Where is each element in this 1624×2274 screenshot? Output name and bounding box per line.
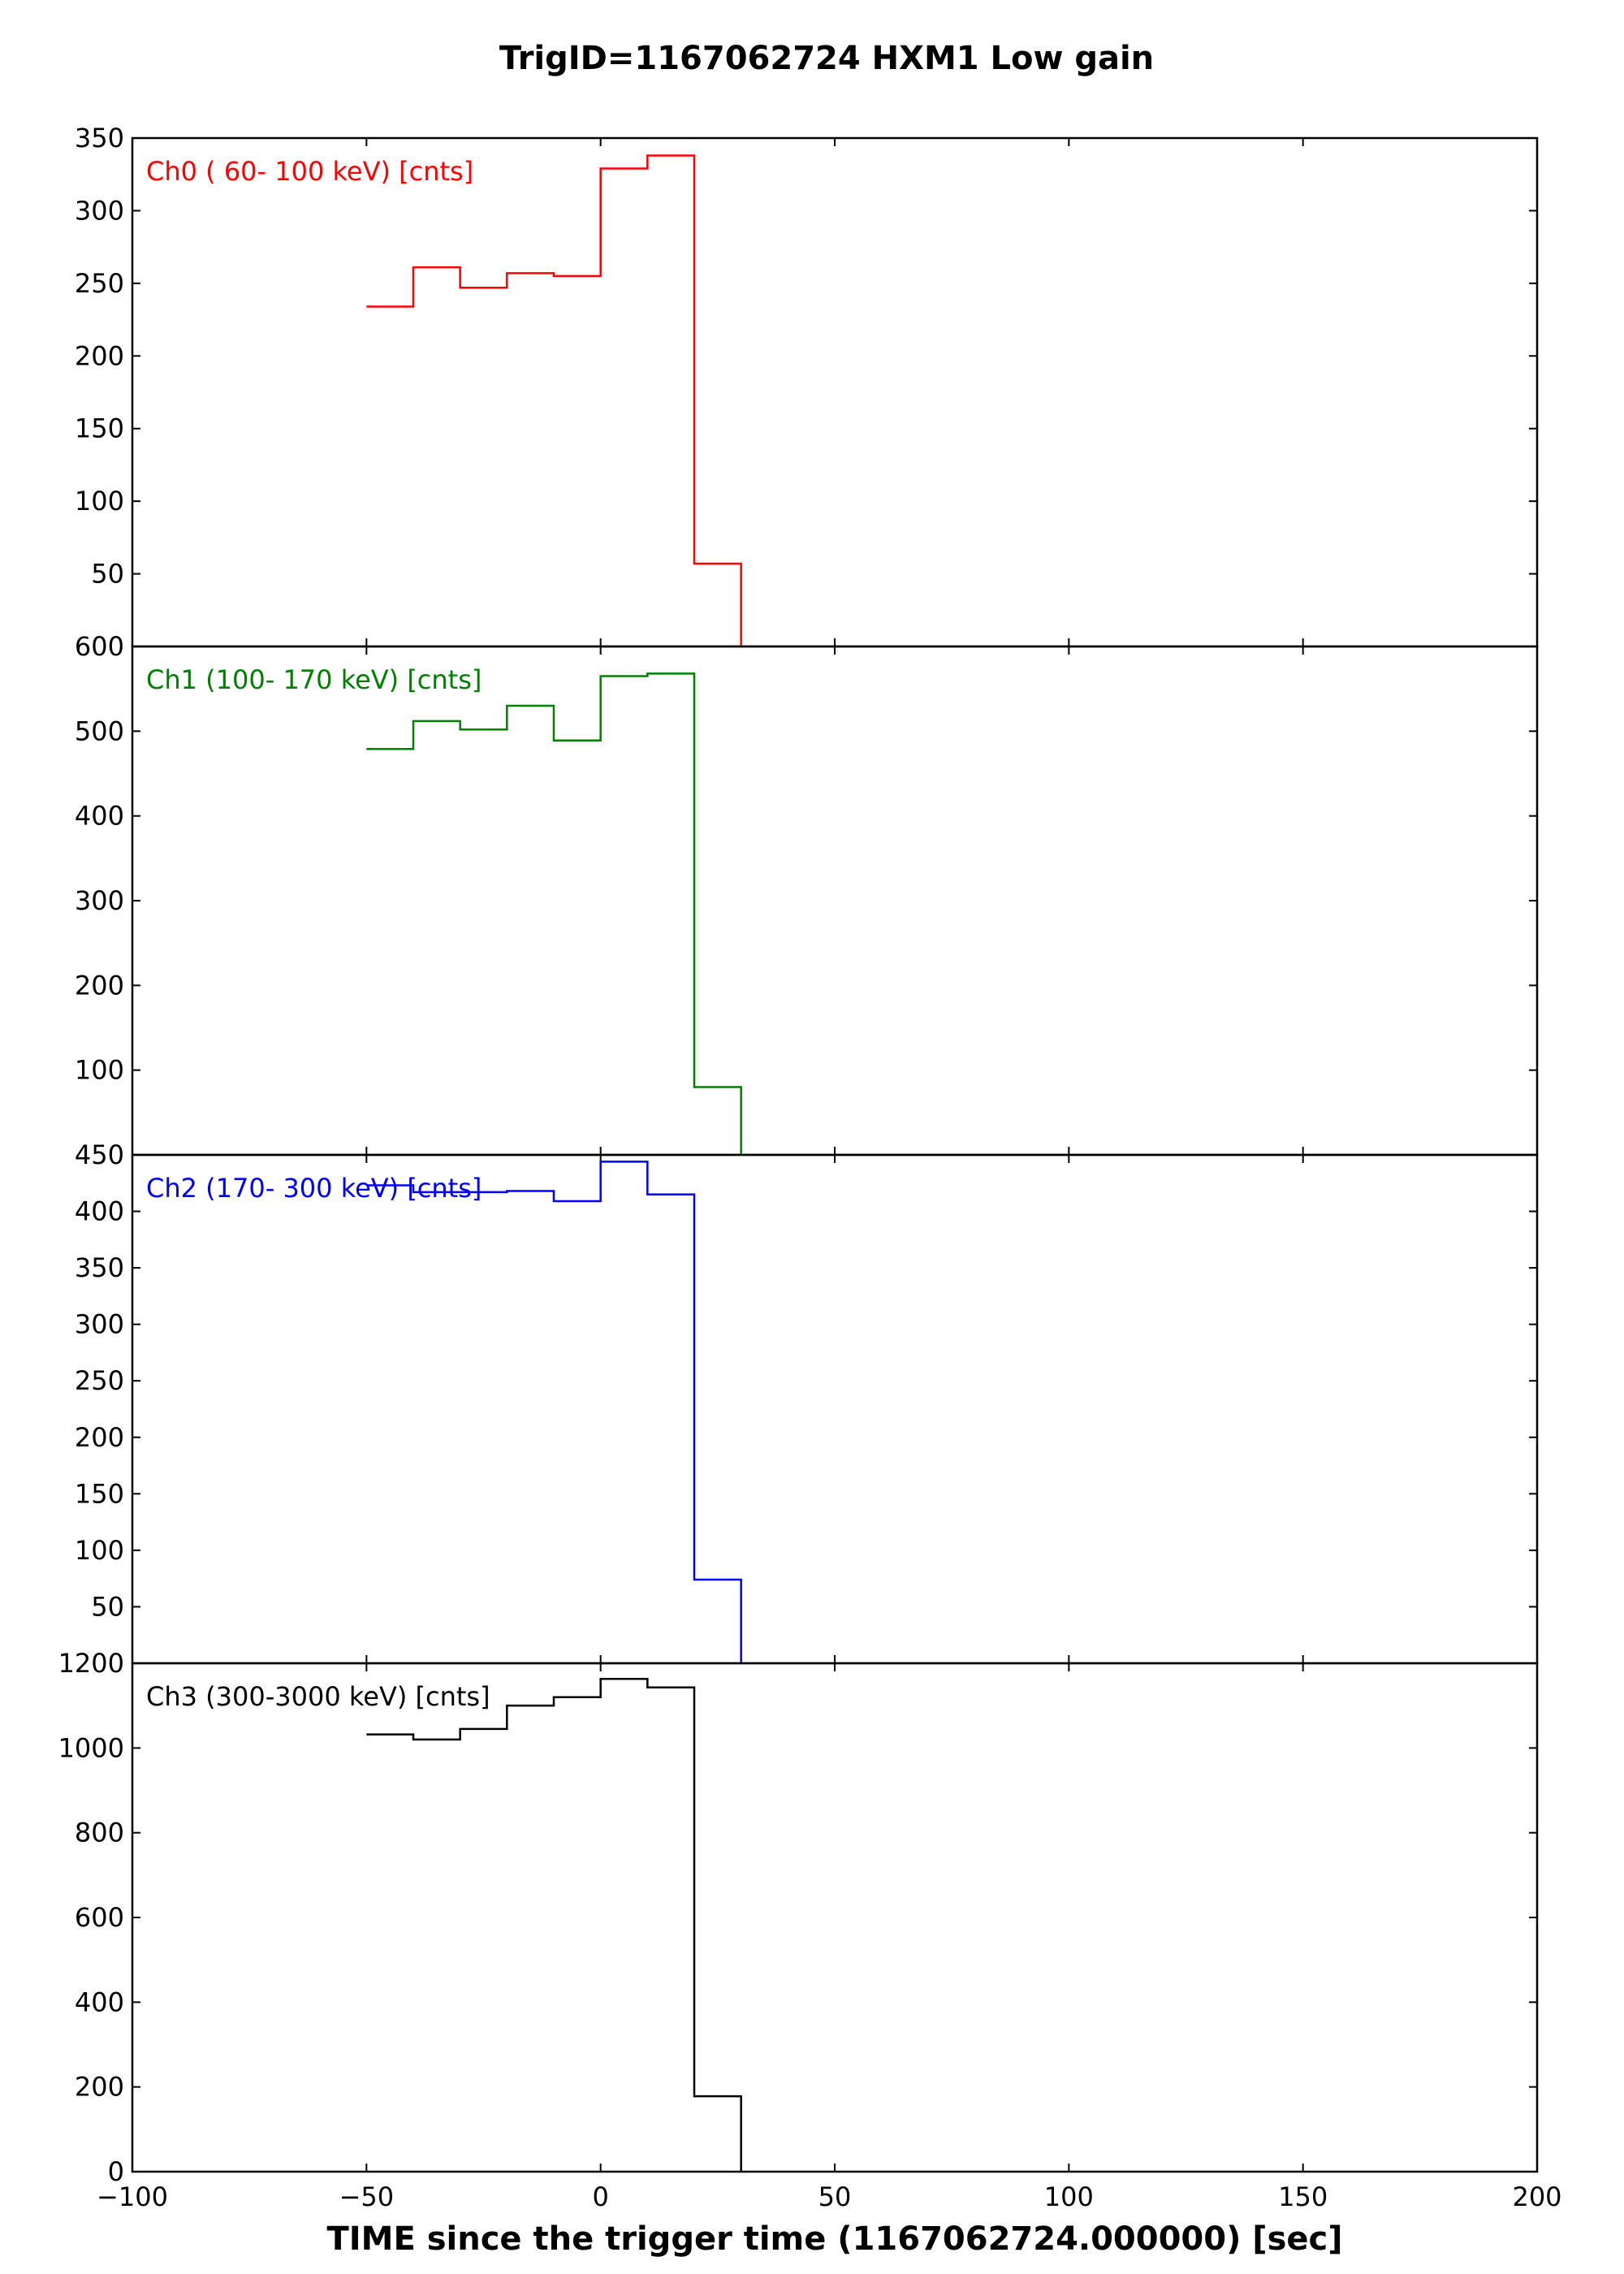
panel-3-ytick-label: 1200 [58, 1648, 124, 1679]
xtick-label: 0 [592, 2181, 608, 2212]
panel-2-ytick-label: 200 [75, 1422, 124, 1453]
panel-2-ytick-label: 450 [75, 1139, 124, 1170]
panel-0-ytick-label: 50 [91, 559, 124, 590]
panel-3-ytick-label: 600 [75, 1902, 124, 1933]
panel-1-ytick-label: 400 [75, 801, 124, 832]
chart-title: TrigID=1167062724 HXM1 Low gain [499, 40, 1154, 77]
xtick-label: 100 [1044, 2181, 1094, 2212]
panel-2-ytick-label: 400 [75, 1196, 124, 1227]
panel-3-ytick-label: 400 [75, 1987, 124, 2017]
xtick-label: 150 [1278, 2181, 1328, 2212]
series-ch2-line [366, 1161, 742, 1663]
panel-2-ytick-label: 150 [75, 1478, 124, 1509]
xtick-label: 50 [818, 2181, 852, 2212]
series-ch2-label: Ch2 (170- 300 keV) [cnts] [146, 1173, 482, 1204]
panel-1-ytick-label: 500 [75, 715, 124, 746]
xtick-label: 200 [1512, 2181, 1561, 2212]
panel-3-ytick-label: 200 [75, 2072, 124, 2103]
panel-0-ytick-label: 350 [75, 123, 124, 153]
panel-0-ytick-label: 100 [75, 486, 124, 517]
series-ch1-label: Ch1 (100- 170 keV) [cnts] [146, 664, 482, 695]
panel-2-ytick-label: 250 [75, 1365, 124, 1396]
panel-0-ytick-label: 300 [75, 195, 124, 226]
panel-1-ytick-label: 300 [75, 885, 124, 916]
series-ch1-line [366, 672, 742, 1155]
series-ch3-label: Ch3 (300-3000 keV) [cnts] [146, 1681, 490, 1712]
panel-1-ytick-label: 200 [75, 970, 124, 1001]
x-axis-label: TIME since the trigger time (1167062724.… [326, 2220, 1342, 2258]
xtick-label: −100 [97, 2181, 168, 2212]
series-ch0-label: Ch0 ( 60- 100 keV) [cnts] [146, 156, 473, 187]
panel-3-ytick-label: 1000 [58, 1732, 124, 1763]
xtick-label: −50 [339, 2181, 395, 2212]
panel-1-ytick-label: 100 [75, 1055, 124, 1086]
panel-0-ytick-label: 150 [75, 413, 124, 444]
panels-group: 50 100 150 200 250 300 350 Ch0 ( 60- 100 keV) [… [58, 123, 1562, 2212]
series-ch0-line [366, 154, 742, 646]
panel-2-ytick-label: 300 [75, 1309, 124, 1340]
panel-1-ytick-label: 600 [75, 631, 124, 662]
panel-3-ytick-label: 800 [75, 1818, 124, 1848]
panel-2-ytick-label: 100 [75, 1535, 124, 1566]
panel-0-ytick-label: 250 [75, 268, 124, 299]
panel-3-ytick-label: 0 [108, 2156, 124, 2187]
panel-0-ytick-label: 200 [75, 340, 124, 371]
series-ch3-line [366, 1678, 742, 2172]
panel-2-ytick-label: 50 [91, 1591, 124, 1622]
panel-2-ytick-label: 350 [75, 1252, 124, 1283]
